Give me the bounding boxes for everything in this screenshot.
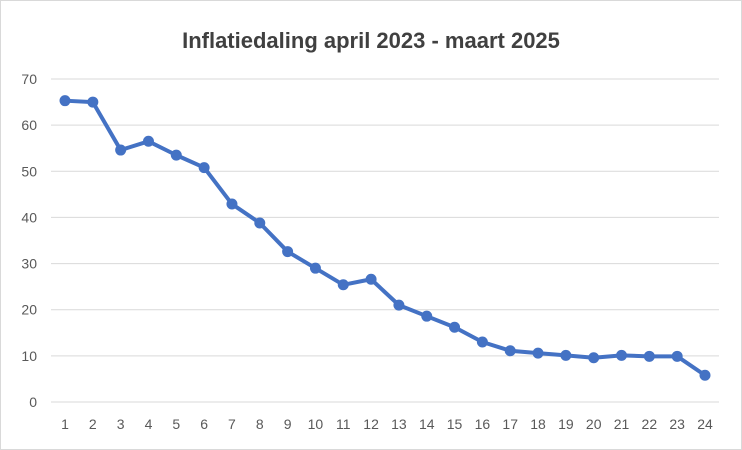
x-tick-label: 10 <box>308 416 324 432</box>
data-point <box>170 149 182 161</box>
data-point <box>588 352 600 364</box>
x-tick-label: 3 <box>117 416 125 432</box>
x-tick-label: 15 <box>447 416 463 432</box>
x-tick-label: 6 <box>200 416 208 432</box>
x-tick-label: 19 <box>558 416 574 432</box>
data-point <box>643 350 655 362</box>
y-tick-label: 10 <box>21 348 37 364</box>
data-point <box>87 96 99 108</box>
chart-title: Inflatiedaling april 2023 - maart 2025 <box>182 28 560 53</box>
y-tick-label: 40 <box>21 209 37 225</box>
y-tick-label: 70 <box>21 71 37 87</box>
data-point <box>254 217 266 229</box>
data-point <box>142 135 154 147</box>
x-tick-label: 12 <box>363 416 379 432</box>
data-point <box>198 162 210 174</box>
data-point <box>421 310 433 322</box>
series-line <box>63 98 707 378</box>
x-tick-label: 4 <box>145 416 153 432</box>
x-tick-label: 17 <box>502 416 518 432</box>
data-point <box>393 299 405 311</box>
data-point <box>365 273 377 285</box>
data-point <box>560 349 572 361</box>
data-point <box>671 350 683 362</box>
x-tick-label: 2 <box>89 416 97 432</box>
x-tick-label: 23 <box>669 416 685 432</box>
x-tick-label: 1 <box>61 416 69 432</box>
data-point <box>616 349 628 361</box>
data-point <box>115 144 127 156</box>
data-point <box>504 345 516 357</box>
y-tick-label: 20 <box>21 302 37 318</box>
x-tick-label: 24 <box>697 416 713 432</box>
x-tick-label: 20 <box>586 416 602 432</box>
x-tick-label: 8 <box>256 416 264 432</box>
data-point <box>226 198 238 210</box>
x-tick-label: 11 <box>336 416 351 432</box>
x-tick-labels: 1 2 3 4 5 6 7 8 9 10 11 12 13 14 15 16 17 18 19 20 21 22 23 24 <box>61 416 713 432</box>
x-tick-label: 13 <box>391 416 407 432</box>
y-tick-label: 0 <box>29 394 37 410</box>
series-line-group <box>63 98 707 378</box>
y-tick-labels: 0 10 20 30 40 50 60 70 <box>21 71 37 410</box>
data-point <box>309 262 321 274</box>
x-tick-label: 21 <box>614 416 630 432</box>
x-tick-label: 7 <box>228 416 236 432</box>
data-point <box>532 347 544 359</box>
data-points <box>59 95 711 381</box>
y-tick-label: 60 <box>21 117 37 133</box>
data-point <box>59 95 71 107</box>
y-tick-label: 30 <box>21 256 37 272</box>
x-tick-label: 22 <box>642 416 658 432</box>
x-tick-label: 16 <box>475 416 491 432</box>
x-tick-label: 9 <box>284 416 292 432</box>
data-point <box>449 321 461 333</box>
x-tick-label: 14 <box>419 416 435 432</box>
data-point <box>476 336 488 348</box>
y-tick-label: 50 <box>21 163 37 179</box>
data-point <box>337 279 349 291</box>
x-tick-label: 5 <box>172 416 180 432</box>
gridlines <box>51 78 719 403</box>
data-point <box>699 369 711 381</box>
x-tick-label: 18 <box>530 416 546 432</box>
data-point <box>282 246 294 258</box>
